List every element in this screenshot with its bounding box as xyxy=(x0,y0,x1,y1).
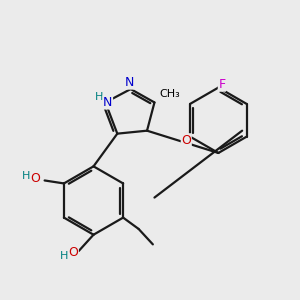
Text: O: O xyxy=(181,134,191,147)
Text: O: O xyxy=(68,246,78,259)
Text: CH₃: CH₃ xyxy=(160,89,181,99)
Text: O: O xyxy=(30,172,40,185)
Text: H: H xyxy=(95,92,103,102)
Text: H: H xyxy=(22,171,30,181)
Text: H: H xyxy=(60,251,69,261)
Text: N: N xyxy=(103,96,112,109)
Text: N: N xyxy=(124,76,134,89)
Text: F: F xyxy=(218,78,226,91)
